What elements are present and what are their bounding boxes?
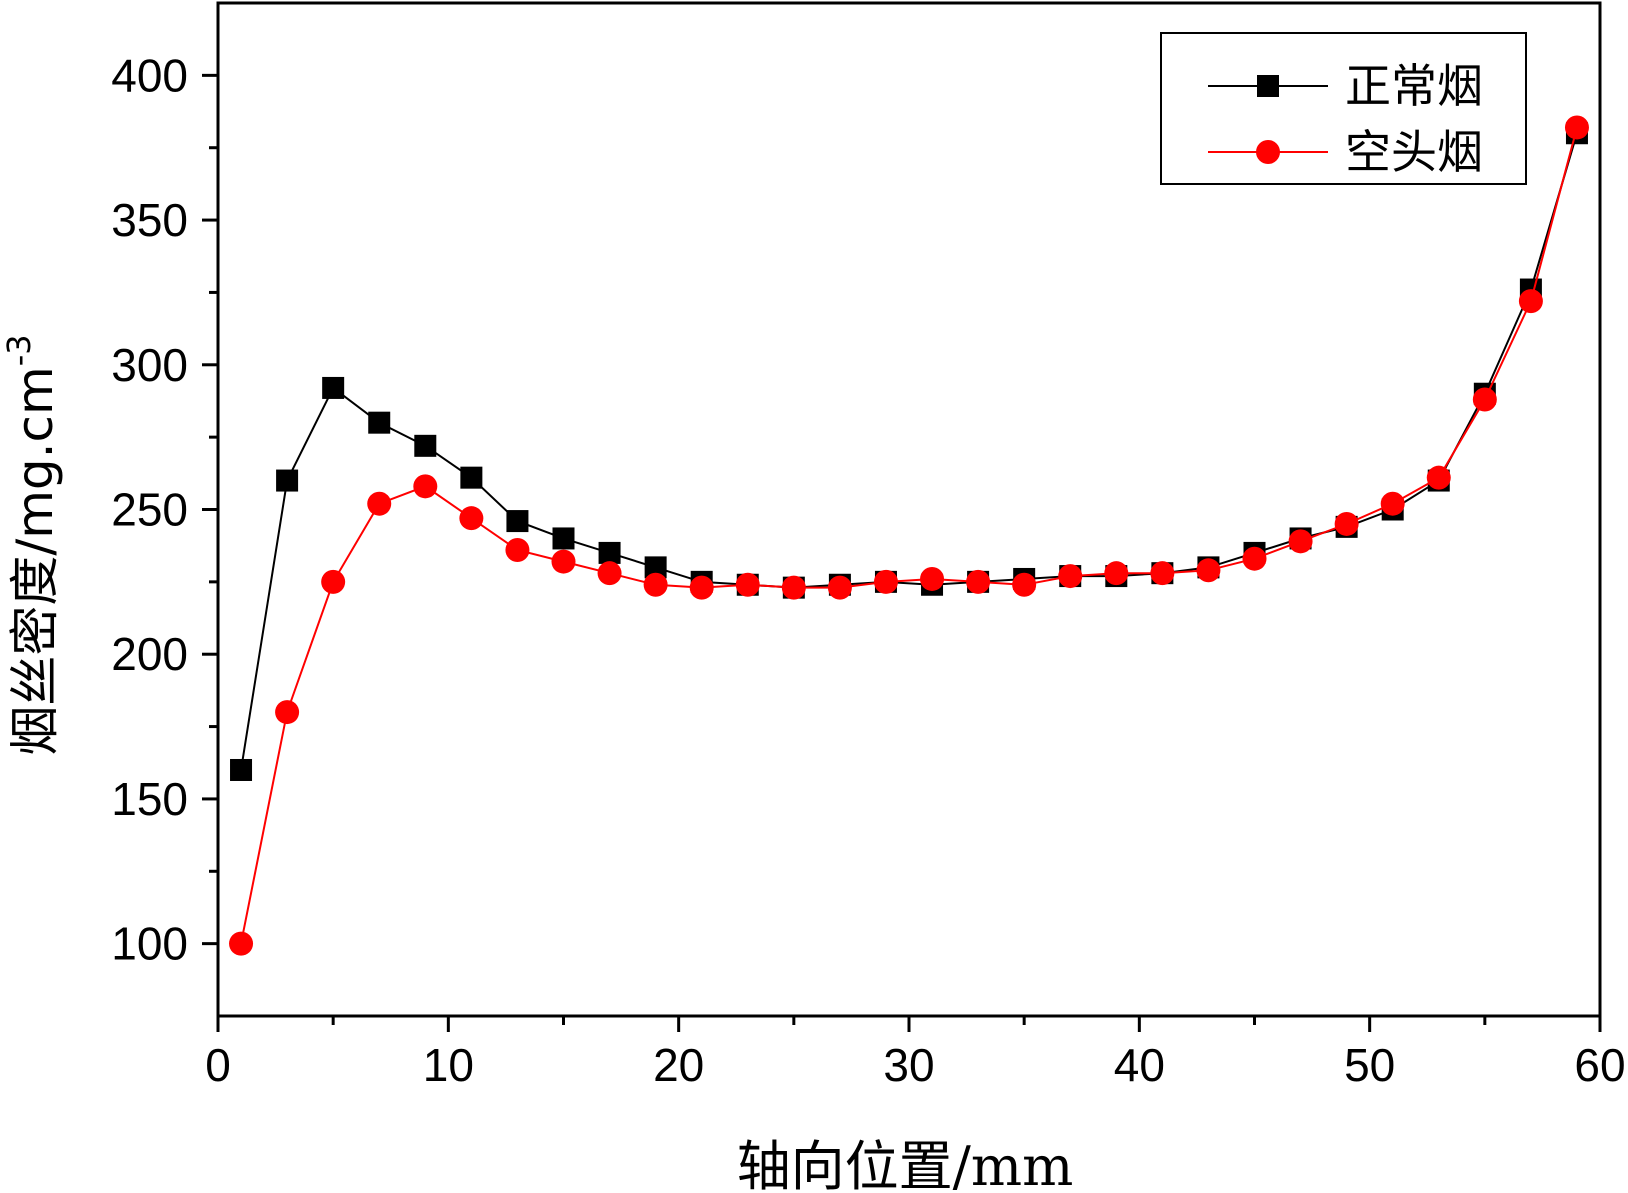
x-tick-label: 0: [205, 1039, 231, 1091]
y-tick-label: 100: [111, 918, 188, 970]
data-point-circle: [1104, 561, 1129, 586]
data-point-circle: [1334, 511, 1359, 536]
y-tick-label: 200: [111, 628, 188, 680]
data-point-square: [552, 527, 575, 550]
data-point-circle: [597, 561, 622, 586]
data-point-square: [506, 510, 529, 533]
data-point-circle: [367, 491, 392, 516]
data-point-circle: [505, 538, 530, 563]
y-tick-label: 250: [111, 484, 188, 536]
data-point-circle: [689, 575, 714, 600]
data-point-circle: [1564, 115, 1589, 140]
x-tick-label: 10: [423, 1039, 474, 1091]
data-point-circle: [1150, 561, 1175, 586]
x-axis: 0 10 20 30 40 50 60: [205, 1016, 1626, 1091]
data-point-circle: [1242, 546, 1267, 571]
legend-entry-1: 正常烟: [1208, 59, 1483, 113]
series-line: [240, 132, 1578, 771]
series-1: [230, 122, 1588, 781]
series-layer: [229, 115, 1589, 956]
x-tick-label: 20: [653, 1039, 704, 1091]
data-point-circle: [229, 931, 254, 956]
data-point-circle: [275, 700, 300, 725]
series-line: [240, 127, 1578, 944]
data-point-square: [598, 541, 621, 564]
data-point-circle: [551, 549, 576, 574]
data-point-circle: [413, 474, 438, 499]
y-tick-label: 150: [111, 773, 188, 825]
x-tick-label: 50: [1344, 1039, 1395, 1091]
series-2: [229, 115, 1589, 956]
data-point-circle: [1380, 491, 1405, 516]
data-point-square: [644, 556, 667, 579]
legend-marker-square: [1257, 75, 1279, 97]
data-point-circle: [1472, 387, 1497, 412]
y-tick-label: 300: [111, 339, 188, 391]
data-point-circle: [643, 572, 668, 597]
data-point-circle: [1288, 529, 1313, 554]
y-axis-label-text: 烟丝密度/mg.cm: [6, 366, 64, 755]
y-axis: 100 150 200 250 300 350 400: [111, 49, 218, 970]
legend-label: 正常烟: [1345, 59, 1483, 113]
legend-label: 空头烟: [1345, 125, 1483, 179]
data-point-circle: [920, 566, 945, 591]
x-tick-label: 30: [883, 1039, 934, 1091]
y-axis-label-superscript: -3: [0, 334, 38, 366]
data-point-circle: [1012, 572, 1037, 597]
legend-entry-2: 空头烟: [1208, 125, 1483, 179]
data-point-circle: [873, 569, 898, 594]
data-point-square: [368, 411, 391, 434]
data-point-circle: [781, 575, 806, 600]
data-point-circle: [1058, 564, 1083, 589]
x-tick-label: 40: [1114, 1039, 1165, 1091]
data-point-square: [460, 466, 483, 489]
legend-box: [1160, 32, 1527, 185]
data-point-square: [322, 376, 345, 399]
data-point-circle: [1518, 289, 1543, 314]
data-point-square: [414, 434, 437, 457]
data-point-circle: [827, 575, 852, 600]
legend-marker-circle: [1256, 140, 1280, 164]
data-point-circle: [735, 572, 760, 597]
x-axis-label: 轴向位置/mm: [737, 1135, 1074, 1193]
x-tick-label: 60: [1574, 1039, 1625, 1091]
data-point-circle: [1426, 465, 1451, 490]
data-point-square: [276, 469, 299, 492]
data-point-circle: [1196, 558, 1221, 583]
data-point-square: [230, 758, 253, 781]
y-tick-label: 350: [111, 194, 188, 246]
data-point-circle: [966, 569, 991, 594]
data-point-circle: [321, 569, 346, 594]
data-point-circle: [459, 506, 484, 531]
y-tick-label: 400: [111, 49, 188, 101]
y-axis-label: 烟丝密度/mg.cm-3: [0, 334, 64, 755]
